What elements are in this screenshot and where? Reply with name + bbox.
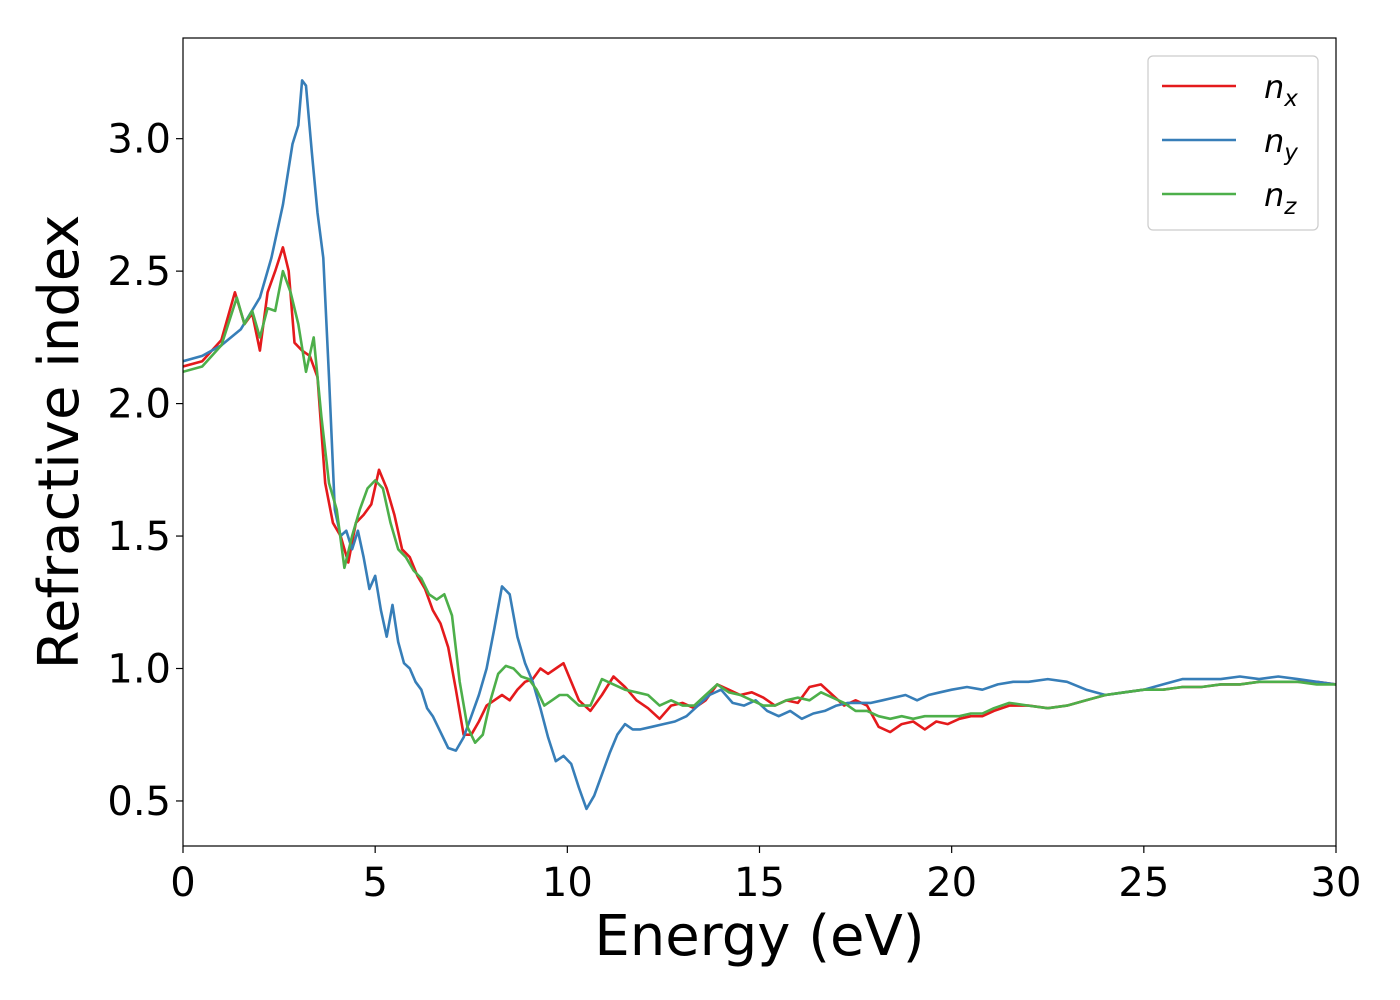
x-tick-label: 0 [170, 860, 195, 906]
x-tick-label: 5 [362, 860, 387, 906]
x-tick-label: 25 [1118, 860, 1169, 906]
y-tick-label: 0.5 [107, 779, 171, 825]
x-axis-title: Energy (eV) [594, 904, 924, 969]
legend-label-y: ny [1264, 122, 1298, 166]
x-axis: 0 5 10 15 20 25 30 [170, 846, 1361, 906]
x-tick-label: 10 [542, 860, 593, 906]
x-tick-label: 30 [1311, 860, 1362, 906]
legend-label-x: nx [1264, 68, 1298, 112]
y-tick-label: 1.5 [107, 514, 171, 560]
y-tick-label: 2.5 [107, 249, 171, 295]
legend: nx ny nz [1147, 55, 1319, 231]
series-line-x [183, 246, 1336, 736]
y-tick-label: 3.0 [107, 117, 171, 163]
y-tick-label: 2.0 [107, 382, 171, 428]
x-tick-label: 20 [926, 860, 977, 906]
y-tick-label: 1.0 [107, 647, 171, 693]
y-axis: 0.5 1.0 1.5 2.0 2.5 3.0 [107, 117, 183, 825]
series-line-z [183, 269, 1336, 744]
y-axis-title: Refractive index [27, 215, 92, 670]
legend-label-z: nz [1264, 176, 1297, 220]
series-line-y [183, 79, 1336, 811]
series-layer [183, 79, 1336, 811]
legend-box [1147, 55, 1319, 231]
x-tick-label: 15 [734, 860, 785, 906]
